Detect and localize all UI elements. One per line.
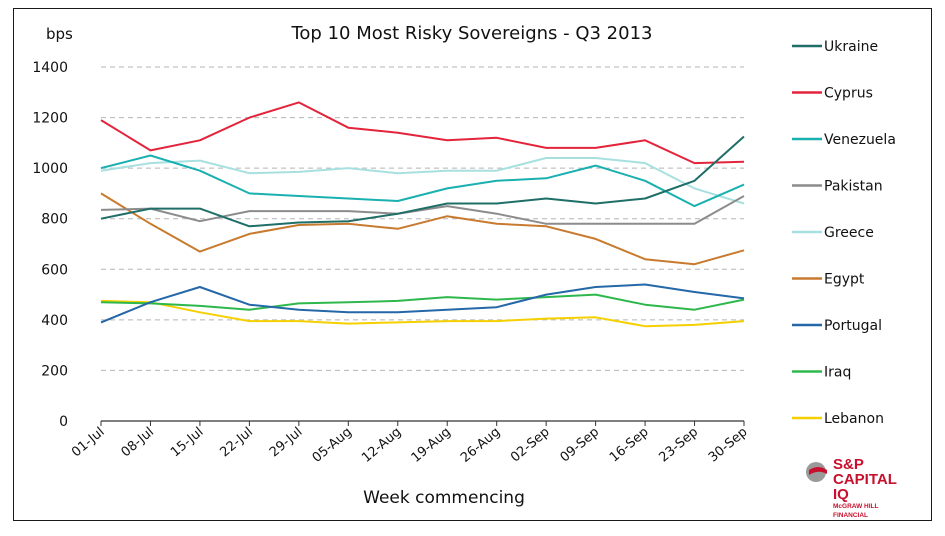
y-axis-label: bps: [46, 25, 73, 43]
legend-label: Portugal: [824, 318, 882, 334]
series-line-iraq: [100, 293, 745, 311]
legend-label: Pakistan: [824, 179, 883, 195]
x-tick-label: 23-Sep: [656, 425, 701, 466]
series-line-lebanon: [100, 299, 745, 328]
x-tick-label: 01-Jul: [69, 425, 107, 461]
x-tick-label: 02-Sep: [508, 425, 553, 466]
legend-label: Lebanon: [824, 411, 884, 427]
y-tick-label: 1000: [32, 161, 68, 177]
y-tick-label: 600: [41, 262, 68, 278]
series-line-portugal: [100, 283, 745, 324]
y-tick-label: 0: [59, 414, 68, 430]
series-line-greece: [100, 157, 745, 205]
x-tick-label: 22-Jul: [217, 425, 255, 461]
x-tick-label: 29-Jul: [267, 425, 305, 461]
logo-mark-icon: [806, 462, 827, 482]
y-tick-label: 1200: [32, 111, 68, 127]
series-line-pakistan: [100, 195, 745, 225]
legend-label: Ukraine: [824, 39, 878, 55]
x-tick-label: 09-Sep: [557, 425, 602, 466]
y-tick-label: 400: [41, 313, 68, 329]
legend-label: Greece: [824, 225, 874, 241]
legend-label: Iraq: [824, 365, 851, 381]
logo-line-3: McGRAW HILL FINANCIAL: [833, 503, 879, 519]
legend-label: Cyprus: [824, 86, 873, 102]
x-tick-label: 26-Aug: [458, 425, 503, 466]
y-tick-label: 1400: [32, 60, 68, 76]
series-line-venezuela: [100, 154, 745, 208]
legend-label: Venezuela: [824, 132, 896, 148]
x-axis-label: Week commencing: [363, 488, 525, 508]
legend-label: Egypt: [824, 272, 865, 288]
line-chart: Top 10 Most Risky Sovereigns - Q3 2013 b…: [32, 23, 896, 508]
x-tick-label: 19-Aug: [409, 425, 454, 466]
x-tick-label: 12-Aug: [359, 425, 404, 466]
series-line-ukraine: [100, 135, 745, 228]
y-tick-label: 800: [41, 212, 68, 228]
chart-title: Top 10 Most Risky Sovereigns - Q3 2013: [290, 23, 652, 44]
x-tick-label: 30-Sep: [706, 425, 751, 466]
x-tick-label: 15-Jul: [168, 425, 206, 461]
x-tick-label: 16-Sep: [607, 425, 652, 466]
series-line-egypt: [100, 192, 745, 266]
x-tick-label: 05-Aug: [310, 425, 355, 466]
x-tick-label: 08-Jul: [119, 425, 157, 461]
y-tick-label: 200: [41, 363, 68, 379]
logo-line-2: CAPITAL IQ: [833, 471, 897, 503]
chart-frame: Top 10 Most Risky Sovereigns - Q3 2013 b…: [13, 8, 932, 521]
series-line-cyprus: [100, 101, 745, 165]
logo-line-1: S&P: [833, 456, 864, 473]
